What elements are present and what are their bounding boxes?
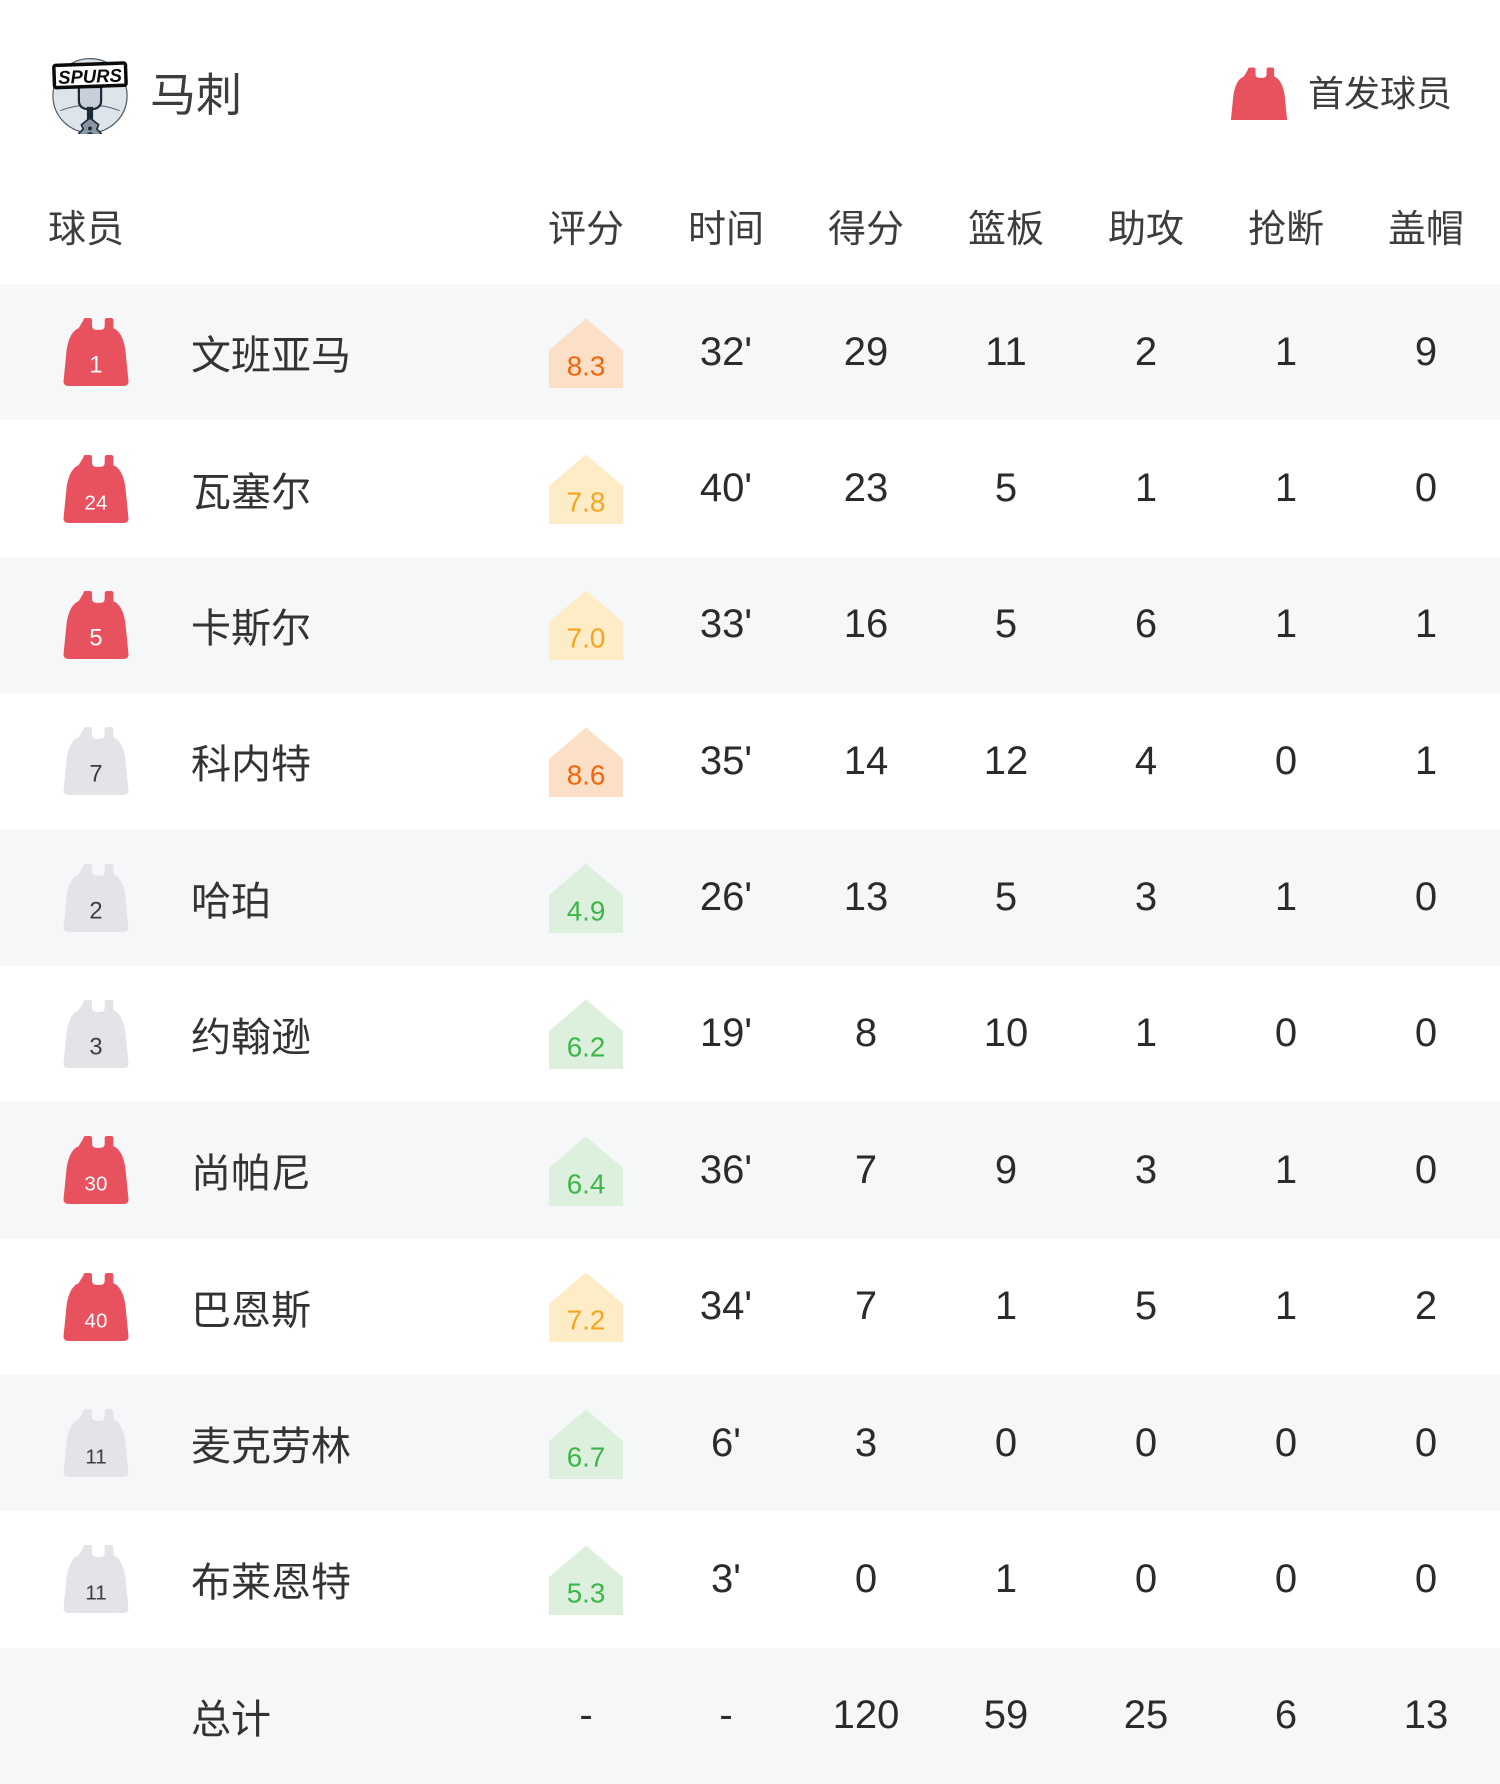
svg-text:30: 30 [85,1173,108,1196]
svg-text:6.2: 6.2 [567,1032,606,1063]
svg-text:6.7: 6.7 [567,1441,606,1472]
svg-text:1: 1 [89,353,102,379]
svg-text:SPURS: SPURS [58,65,123,88]
svg-text:5: 5 [89,625,102,651]
svg-text:7.2: 7.2 [567,1305,606,1336]
svg-text:7: 7 [89,762,102,788]
svg-text:5.3: 5.3 [567,1578,606,1609]
svg-text:4.9: 4.9 [567,896,606,927]
svg-text:7.8: 7.8 [567,487,606,518]
svg-text:2: 2 [89,898,102,924]
svg-text:3: 3 [89,1035,102,1061]
svg-text:6.4: 6.4 [567,1168,606,1199]
svg-text:8.6: 8.6 [567,759,606,790]
svg-text:8.3: 8.3 [567,350,606,381]
svg-text:7.0: 7.0 [567,623,606,654]
svg-text:24: 24 [85,491,108,514]
svg-text:11: 11 [85,1582,106,1605]
svg-text:40: 40 [85,1309,108,1332]
svg-text:11: 11 [85,1446,106,1469]
